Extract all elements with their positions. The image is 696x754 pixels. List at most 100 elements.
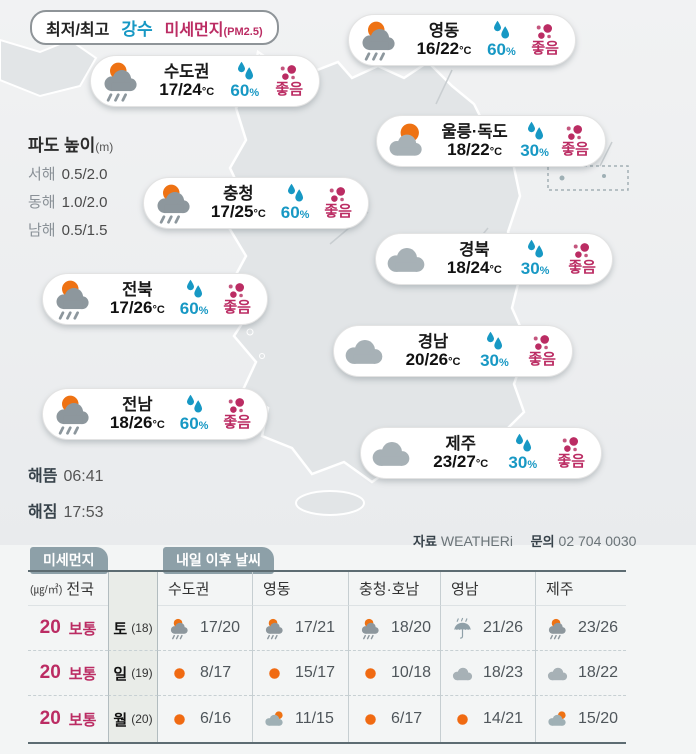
region-name: 전남	[122, 395, 153, 414]
dust-icon	[573, 242, 590, 258]
column-header: 수도권	[158, 572, 252, 606]
forecast-table: (㎍/㎥) 전국 수도권 영동 충청·호남 영남 제주 20 보통 토 (18) 17…	[28, 570, 626, 744]
raindrops-icon	[527, 121, 543, 140]
forecast-weather-icon	[451, 662, 474, 685]
precip-prob: 60%	[179, 299, 209, 319]
temp-range: 16/22°C	[416, 38, 472, 58]
temp-range: 17/25°C	[210, 201, 266, 221]
forecast-weather-icon	[359, 662, 382, 685]
raindrops-icon	[487, 331, 503, 350]
forecast-cell: 8/17	[158, 651, 252, 696]
dust-icon	[566, 124, 583, 140]
forecast-cell: 21/26	[440, 606, 535, 651]
weather-icon	[369, 431, 413, 475]
raindrops-icon	[187, 279, 203, 298]
dust-grade: 좋음	[568, 258, 596, 276]
temp-range: 17/26°C	[109, 297, 165, 317]
forecast-weather-icon	[359, 617, 382, 640]
precip-prob: 30%	[520, 259, 550, 279]
temp-range: 18/24°C	[446, 257, 502, 277]
weather-icon	[357, 18, 401, 62]
dokdo-inset-box	[547, 165, 629, 191]
dust-grade: 좋음	[561, 140, 589, 158]
forecast-weather-icon	[359, 708, 382, 731]
day-column-header	[108, 572, 158, 606]
forecast-weather-icon	[546, 708, 569, 731]
forecast-cell: 17/21	[252, 606, 348, 651]
raindrops-icon	[237, 61, 253, 80]
forecast-weather-icon	[263, 617, 286, 640]
forecast-cell: 18/20	[348, 606, 440, 651]
dust-grade: 좋음	[223, 413, 251, 431]
legend: 최저/최고 강수 미세먼지(PM2.5)	[30, 10, 279, 45]
region-name: 전북	[122, 280, 153, 299]
forecast-cell: 15/17	[252, 651, 348, 696]
weather-icon	[342, 329, 386, 373]
forecast-cell: 23/26	[535, 606, 626, 651]
wave-row-east: 동해 1.0/2.0	[28, 194, 108, 211]
forecast-weather-icon	[546, 617, 569, 640]
forecast-weather-icon	[168, 708, 191, 731]
weather-card-sudogwon: 수도권 17/24°C 60% 좋음	[90, 55, 320, 107]
dust-icon	[329, 186, 346, 202]
region-name: 수도권	[163, 62, 210, 81]
precip-prob: 60%	[280, 203, 310, 223]
column-header: 제주	[535, 572, 626, 606]
forecast-weather-icon	[263, 708, 286, 731]
tab-forecast: 내일 이후 날씨	[163, 547, 275, 574]
dust-grade: 좋음	[531, 39, 559, 57]
weather-card-ulleung-dokdo: 울릉·독도 18/22°C 30% 좋음	[376, 115, 606, 167]
dust-icon	[228, 282, 245, 298]
forecast-cell: 11/15	[252, 696, 348, 742]
credit-line: 자료 WEATHERi 문의 02 704 0030	[413, 533, 637, 549]
sunset-row: 해짐 17:53	[28, 504, 104, 521]
legend-dust: 미세먼지(PM2.5)	[164, 21, 263, 39]
weather-card-yeongdong: 영동 16/22°C 60% 좋음	[348, 14, 576, 66]
wave-title: 파도 높이(m)	[28, 136, 114, 155]
forecast-cell: 18/23	[440, 651, 535, 696]
forecast-cell: 10/18	[348, 651, 440, 696]
weather-card-gyeongbuk: 경북 18/24°C 30% 좋음	[375, 233, 613, 285]
wave-height-block: 파도 높이(m) 서해 0.5/2.0 동해 1.0/2.0 남해 0.5/1.5	[28, 131, 113, 240]
temp-range: 20/26°C	[405, 349, 461, 369]
weather-icon	[99, 59, 143, 103]
forecast-cell: 6/16	[158, 696, 252, 742]
wave-row-south: 남해 0.5/1.5	[28, 222, 108, 239]
region-name: 영동	[428, 21, 460, 40]
column-header: 영동	[252, 572, 348, 606]
legend-minmax: 최저/최고	[46, 21, 110, 39]
dust-value-cell: 20 보통	[39, 708, 97, 729]
region-name: 경남	[417, 332, 449, 351]
weather-icon	[152, 181, 196, 225]
precip-prob: 30%	[480, 351, 509, 371]
weather-card-jeju: 제주 23/27°C 30% 좋음	[360, 427, 602, 479]
region-name: 충청	[223, 184, 254, 203]
raindrops-icon	[187, 394, 203, 413]
contact-phone: 02 704 0030	[558, 533, 637, 549]
dust-value-cell: 20 보통	[28, 606, 108, 651]
temp-range: 17/24°C	[159, 79, 215, 99]
sun-times-block: 해뜸 06:41 해짐 17:53	[28, 462, 104, 534]
dust-icon	[533, 334, 550, 350]
forecast-weather-icon	[263, 662, 286, 685]
forecast-weather-icon	[168, 617, 191, 640]
precip-prob: 30%	[508, 453, 538, 473]
region-name: 울릉·독도	[441, 122, 508, 141]
weather-card-jeonnam: 전남 18/26°C 60% 좋음	[42, 388, 268, 440]
forecast-weather-icon	[546, 662, 569, 685]
region-name: 경북	[459, 240, 490, 259]
temp-range: 18/26°C	[109, 412, 165, 432]
weather-icon	[51, 392, 95, 436]
column-header: 충청·호남	[348, 572, 440, 606]
precip-prob: 60%	[230, 81, 260, 101]
dust-value-cell: 20 보통	[28, 651, 108, 696]
raindrops-icon	[494, 20, 510, 39]
jeju-island-shape	[295, 490, 365, 516]
dust-grade: 좋음	[275, 80, 303, 98]
raindrops-icon	[515, 433, 531, 452]
day-cell: 일 (19)	[108, 651, 158, 696]
precip-prob: 30%	[520, 141, 549, 161]
forecast-weather-icon	[451, 617, 474, 640]
dust-icon	[562, 436, 579, 452]
